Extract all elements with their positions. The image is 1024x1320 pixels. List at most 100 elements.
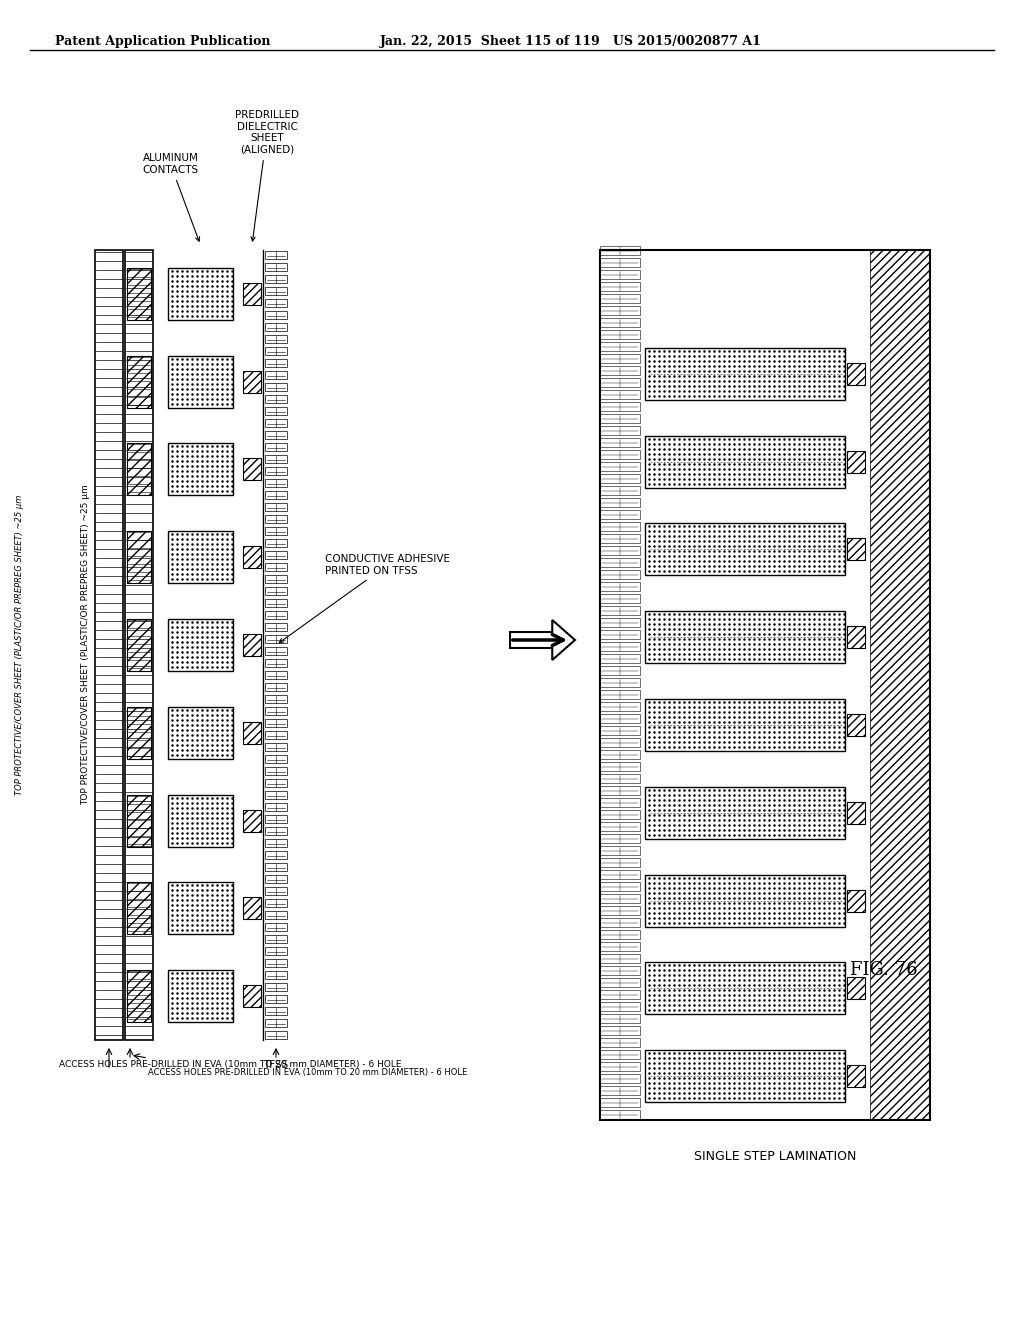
Bar (847, 626, 865, 648)
Bar (265, 432, 287, 440)
Bar (600, 294, 640, 304)
Bar (600, 354, 640, 363)
Bar (600, 1014, 640, 1023)
Bar (600, 653, 640, 663)
Bar (265, 995, 287, 1003)
Bar (127, 444, 151, 495)
Bar (265, 803, 287, 810)
Bar (847, 714, 865, 737)
Bar (600, 498, 640, 507)
Bar (600, 714, 640, 723)
Bar (243, 458, 261, 480)
Bar (847, 890, 865, 912)
Bar (265, 659, 287, 667)
Bar (265, 527, 287, 535)
Bar (645, 787, 845, 838)
Bar (265, 1007, 287, 1015)
Bar (645, 348, 845, 400)
Bar (600, 546, 640, 554)
Bar (265, 647, 287, 655)
Bar (265, 503, 287, 511)
Bar (600, 462, 640, 471)
Bar (600, 249, 930, 1119)
Bar (265, 696, 287, 704)
Bar (847, 450, 865, 473)
Bar (265, 840, 287, 847)
Bar (600, 882, 640, 891)
Bar (600, 822, 640, 832)
Bar (125, 249, 153, 1040)
Bar (265, 682, 287, 690)
Text: Jan. 22, 2015  Sheet 115 of 119   US 2015/0020877 A1: Jan. 22, 2015 Sheet 115 of 119 US 2015/0… (380, 36, 762, 48)
Bar (168, 795, 233, 846)
Bar (265, 347, 287, 355)
Bar (600, 667, 640, 675)
Bar (265, 564, 287, 572)
Bar (265, 383, 287, 391)
Bar (265, 791, 287, 799)
Bar (127, 619, 151, 671)
Bar (265, 467, 287, 475)
Bar (265, 671, 287, 678)
Bar (127, 706, 151, 759)
Bar (645, 524, 845, 576)
Bar (600, 1110, 640, 1119)
Bar (600, 246, 640, 255)
Bar (265, 960, 287, 968)
Bar (168, 619, 233, 671)
Bar (243, 546, 261, 568)
Bar (243, 371, 261, 392)
Bar (600, 1049, 640, 1059)
Bar (600, 870, 640, 879)
Bar (600, 366, 640, 375)
Bar (600, 931, 640, 939)
Bar (645, 875, 845, 927)
Bar (265, 863, 287, 871)
Bar (600, 389, 640, 399)
Bar (265, 743, 287, 751)
Bar (265, 539, 287, 546)
Bar (600, 738, 640, 747)
Bar (265, 635, 287, 643)
Bar (645, 611, 845, 663)
Bar (600, 570, 640, 579)
Bar (600, 426, 640, 436)
Bar (243, 722, 261, 743)
Bar (265, 599, 287, 607)
Bar (600, 917, 640, 927)
Bar (600, 521, 640, 531)
Bar (645, 962, 845, 1014)
Bar (127, 882, 151, 935)
Text: CONDUCTIVE ADHESIVE
PRINTED ON TFSS: CONDUCTIVE ADHESIVE PRINTED ON TFSS (280, 554, 450, 643)
Bar (600, 414, 640, 422)
Bar (847, 1065, 865, 1088)
Text: TFSS: TFSS (263, 1060, 289, 1071)
Bar (600, 799, 640, 807)
Bar (265, 576, 287, 583)
Bar (265, 587, 287, 595)
Bar (600, 438, 640, 447)
Bar (265, 946, 287, 954)
Bar (265, 286, 287, 294)
Bar (600, 486, 640, 495)
Bar (265, 444, 287, 451)
Bar (243, 809, 261, 832)
Bar (265, 828, 287, 836)
Bar (847, 539, 865, 561)
Bar (600, 762, 640, 771)
Bar (847, 363, 865, 385)
Text: ACCESS HOLES PRE-DRILLED IN EVA (10mm TO 20 mm DIAMETER) - 6 HOLE: ACCESS HOLES PRE-DRILLED IN EVA (10mm TO… (148, 1068, 467, 1077)
Bar (600, 1098, 640, 1107)
Bar (265, 335, 287, 343)
Bar (600, 785, 640, 795)
Bar (600, 978, 640, 987)
Bar (127, 795, 151, 846)
Bar (265, 491, 287, 499)
Bar (265, 731, 287, 739)
Bar (265, 611, 287, 619)
Bar (600, 1074, 640, 1082)
Bar (645, 1051, 845, 1102)
Bar (600, 1086, 640, 1096)
Text: ALUMINUM
CONTACTS: ALUMINUM CONTACTS (142, 153, 200, 242)
Bar (265, 395, 287, 403)
